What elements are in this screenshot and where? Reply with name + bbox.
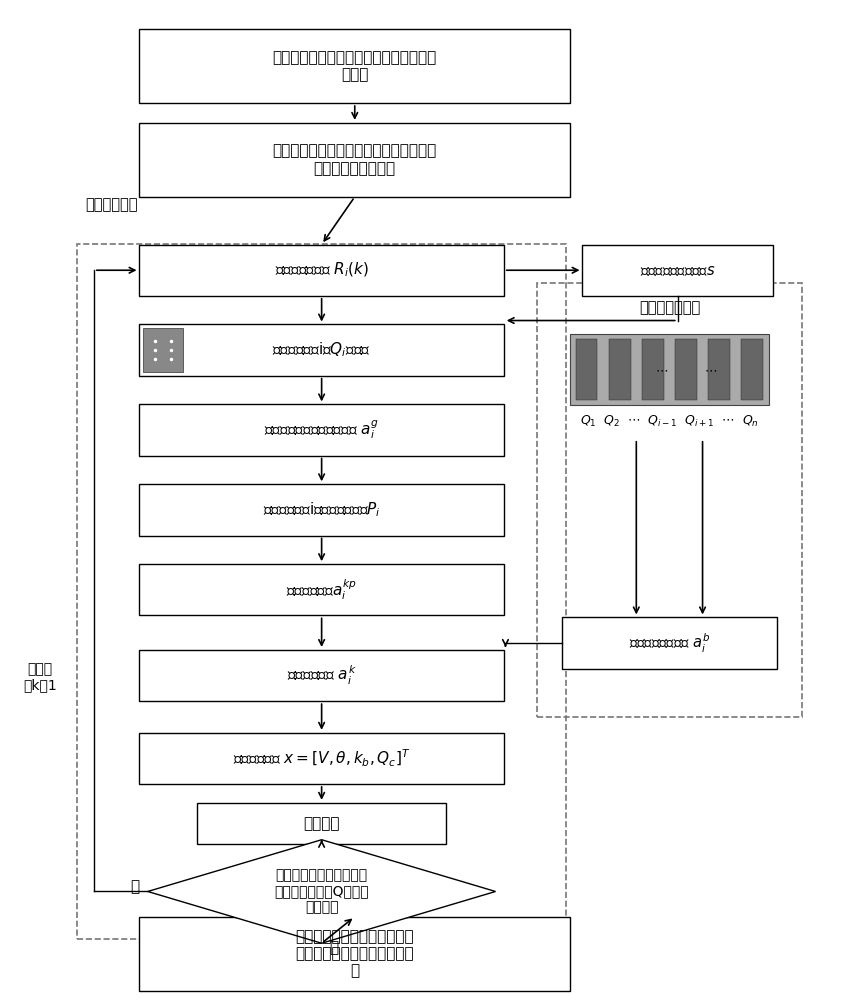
Text: 判断多目标最优碳能复合
流模型目标函数Q值矩阵
是否收敛: 判断多目标最优碳能复合 流模型目标函数Q值矩阵 是否收敛 bbox=[274, 868, 369, 915]
Text: $\cdots$: $\cdots$ bbox=[704, 363, 717, 376]
Bar bbox=[140, 324, 504, 376]
Bar bbox=[140, 245, 504, 296]
Bar bbox=[140, 123, 570, 197]
Bar bbox=[140, 484, 504, 536]
Text: 多主体协同输入: 多主体协同输入 bbox=[639, 300, 700, 315]
Text: 个体更新迭代: 个体更新迭代 bbox=[86, 197, 138, 212]
Text: 是: 是 bbox=[329, 940, 338, 955]
Text: 否: 否 bbox=[131, 879, 140, 894]
Text: 将群体最后一次潮流计算得到
的结果作为电网最优碳能复合
流: 将群体最后一次潮流计算得到 的结果作为电网最优碳能复合 流 bbox=[296, 929, 414, 979]
Bar bbox=[583, 245, 773, 296]
Text: 计算修正动作 $a_i^k$: 计算修正动作 $a_i^k$ bbox=[287, 664, 356, 687]
Bar bbox=[77, 244, 566, 939]
Text: 潮流计算: 潮流计算 bbox=[303, 816, 340, 831]
Bar bbox=[140, 404, 504, 456]
Bar bbox=[143, 328, 183, 372]
Text: 根据负荷值确定状态$s$: 根据负荷值确定状态$s$ bbox=[640, 263, 716, 278]
Text: 确定群智能强化学习系统多目标最优碳能
复合流模型目标函数: 确定群智能强化学习系统多目标最优碳能 复合流模型目标函数 bbox=[273, 144, 437, 176]
Bar bbox=[140, 650, 504, 701]
Bar bbox=[562, 617, 777, 669]
Text: 根据电网负荷节点系统构建群智能强化学
习系统: 根据电网负荷节点系统构建群智能强化学 习系统 bbox=[273, 50, 437, 82]
Text: $Q_1$  $Q_2$  $\cdots$  $Q_{i-1}$  $Q_{i+1}$  $\cdots$  $Q_n$: $Q_1$ $Q_2$ $\cdots$ $Q_{i-1}$ $Q_{i+1}$… bbox=[580, 414, 759, 429]
Bar bbox=[609, 339, 631, 400]
Bar bbox=[742, 339, 763, 400]
Bar bbox=[140, 917, 570, 991]
Bar bbox=[140, 564, 504, 615]
Polygon shape bbox=[147, 840, 496, 943]
Bar bbox=[140, 733, 504, 784]
Bar bbox=[675, 339, 697, 400]
Bar bbox=[140, 29, 570, 103]
Text: 更新每个主体i的$Q_i$值矩阵: 更新每个主体i的$Q_i$值矩阵 bbox=[272, 341, 370, 359]
Bar bbox=[197, 803, 446, 844]
Bar bbox=[708, 339, 730, 400]
Bar bbox=[537, 283, 802, 717]
Bar bbox=[570, 334, 769, 405]
Text: 确定控制变量 $x=[V, \theta, k_b, Q_c]^T$: 确定控制变量 $x=[V, \theta, k_b, Q_c]^T$ bbox=[233, 748, 410, 769]
Bar bbox=[642, 339, 663, 400]
Text: 求解群体最优动作 $a_i^b$: 求解群体最优动作 $a_i^b$ bbox=[629, 631, 710, 655]
Text: 设置奖励函数值 $R_i(k)$: 设置奖励函数值 $R_i(k)$ bbox=[274, 261, 369, 279]
Text: 迭代次
数k加1: 迭代次 数k加1 bbox=[24, 662, 57, 693]
Text: 更新每个个体i的动作概率矩阵$P_i$: 更新每个个体i的动作概率矩阵$P_i$ bbox=[263, 501, 381, 519]
Text: $\cdots$: $\cdots$ bbox=[654, 363, 668, 376]
Text: 计算每个主体体的贪婪动作 $a_i^g$: 计算每个主体体的贪婪动作 $a_i^g$ bbox=[264, 419, 379, 441]
Bar bbox=[576, 339, 597, 400]
Text: 选择预判动作$a_i^{kp}$: 选择预判动作$a_i^{kp}$ bbox=[286, 577, 357, 602]
